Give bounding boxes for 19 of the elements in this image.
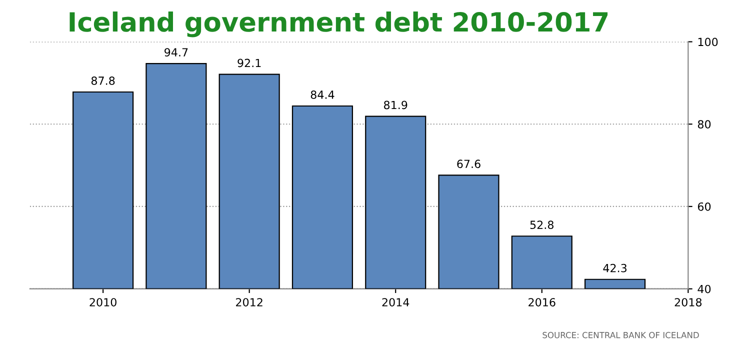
data-label: 87.8: [91, 76, 115, 85]
x-tick-label: 2012: [236, 298, 262, 306]
data-label: 84.4: [310, 90, 334, 99]
y-tick-label: 80: [698, 120, 711, 128]
data-label: 52.8: [530, 220, 554, 230]
data-label: 94.7: [164, 48, 188, 56]
x-tick-label: 2018: [674, 298, 702, 306]
data-label: 67.6: [457, 160, 480, 168]
x-tick-label: 2010: [90, 298, 116, 306]
data-label: 92.1: [238, 58, 261, 68]
data-label: 81.9: [384, 100, 408, 110]
source-note: SOURCE: CENTRAL BANK OF ICELAND: [542, 332, 699, 338]
x-tick-label: 2014: [382, 298, 410, 306]
y-tick-label: 40: [698, 284, 711, 294]
data-label: 42.3: [603, 264, 626, 272]
x-tick-label: 2016: [528, 298, 556, 306]
y-tick-label: 60: [698, 202, 711, 211]
chart-title: Iceland government debt 2010-2017: [70, 11, 608, 38]
y-tick-label: 100: [698, 38, 718, 46]
